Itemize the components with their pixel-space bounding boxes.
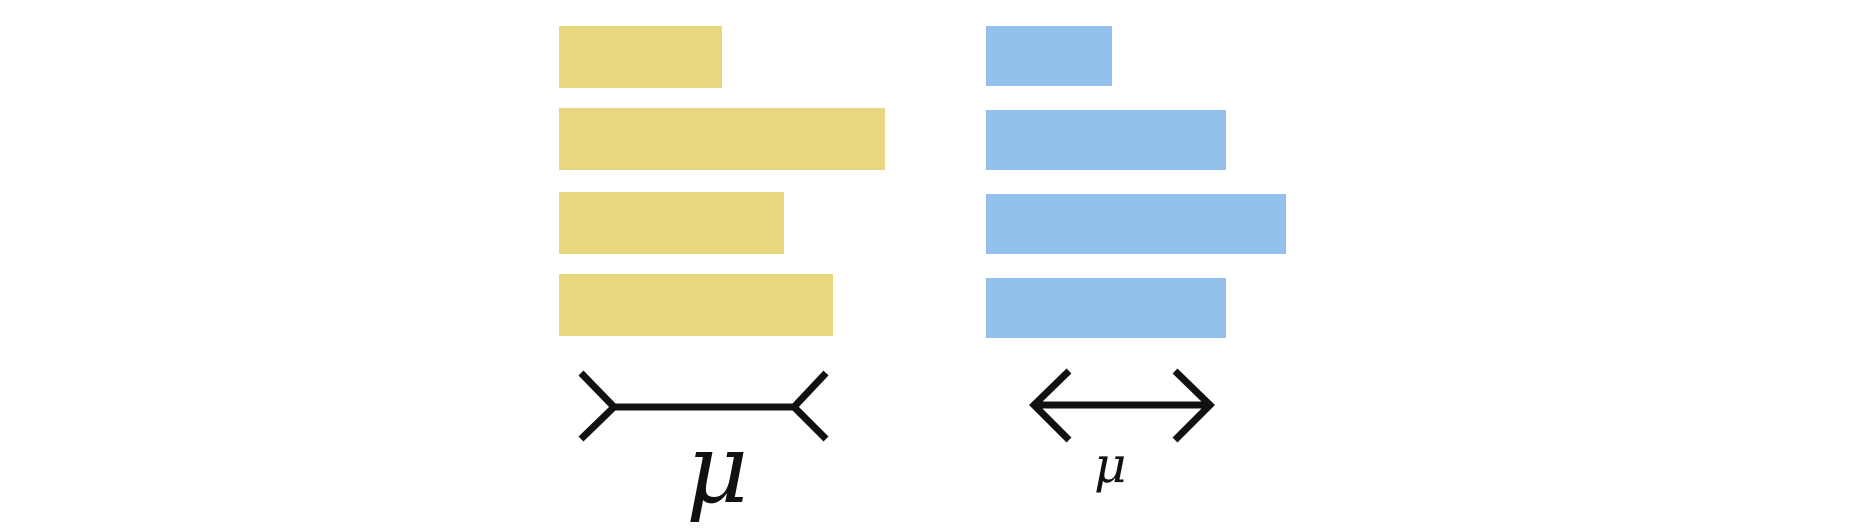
left-arrow-fin-tl: [578, 370, 617, 410]
left-arrow-fin-br: [791, 404, 829, 442]
right-arrow-head-left: [1029, 368, 1072, 443]
blue-bar-1: [986, 26, 1112, 86]
left-arrow-fin-tr: [791, 370, 829, 410]
blue-bar-3: [986, 194, 1286, 254]
blue-bar-4: [986, 278, 1226, 338]
right-mu-label: μ: [1094, 436, 1127, 494]
yellow-bar-2: [559, 108, 885, 170]
left-bar-group: [559, 26, 885, 336]
right-arrow-head-right: [1172, 368, 1215, 443]
blue-bar-2: [986, 110, 1226, 170]
left-mu-label: μ: [686, 413, 748, 525]
muller-lyer-fins-out-icon: [1029, 368, 1215, 443]
yellow-bar-3: [559, 192, 784, 254]
yellow-bar-4: [559, 274, 833, 336]
yellow-bar-1: [559, 26, 722, 88]
right-bar-group: [986, 26, 1286, 338]
muller-lyer-fins-in-icon: [578, 370, 829, 442]
left-arrow-fin-bl: [578, 404, 617, 442]
